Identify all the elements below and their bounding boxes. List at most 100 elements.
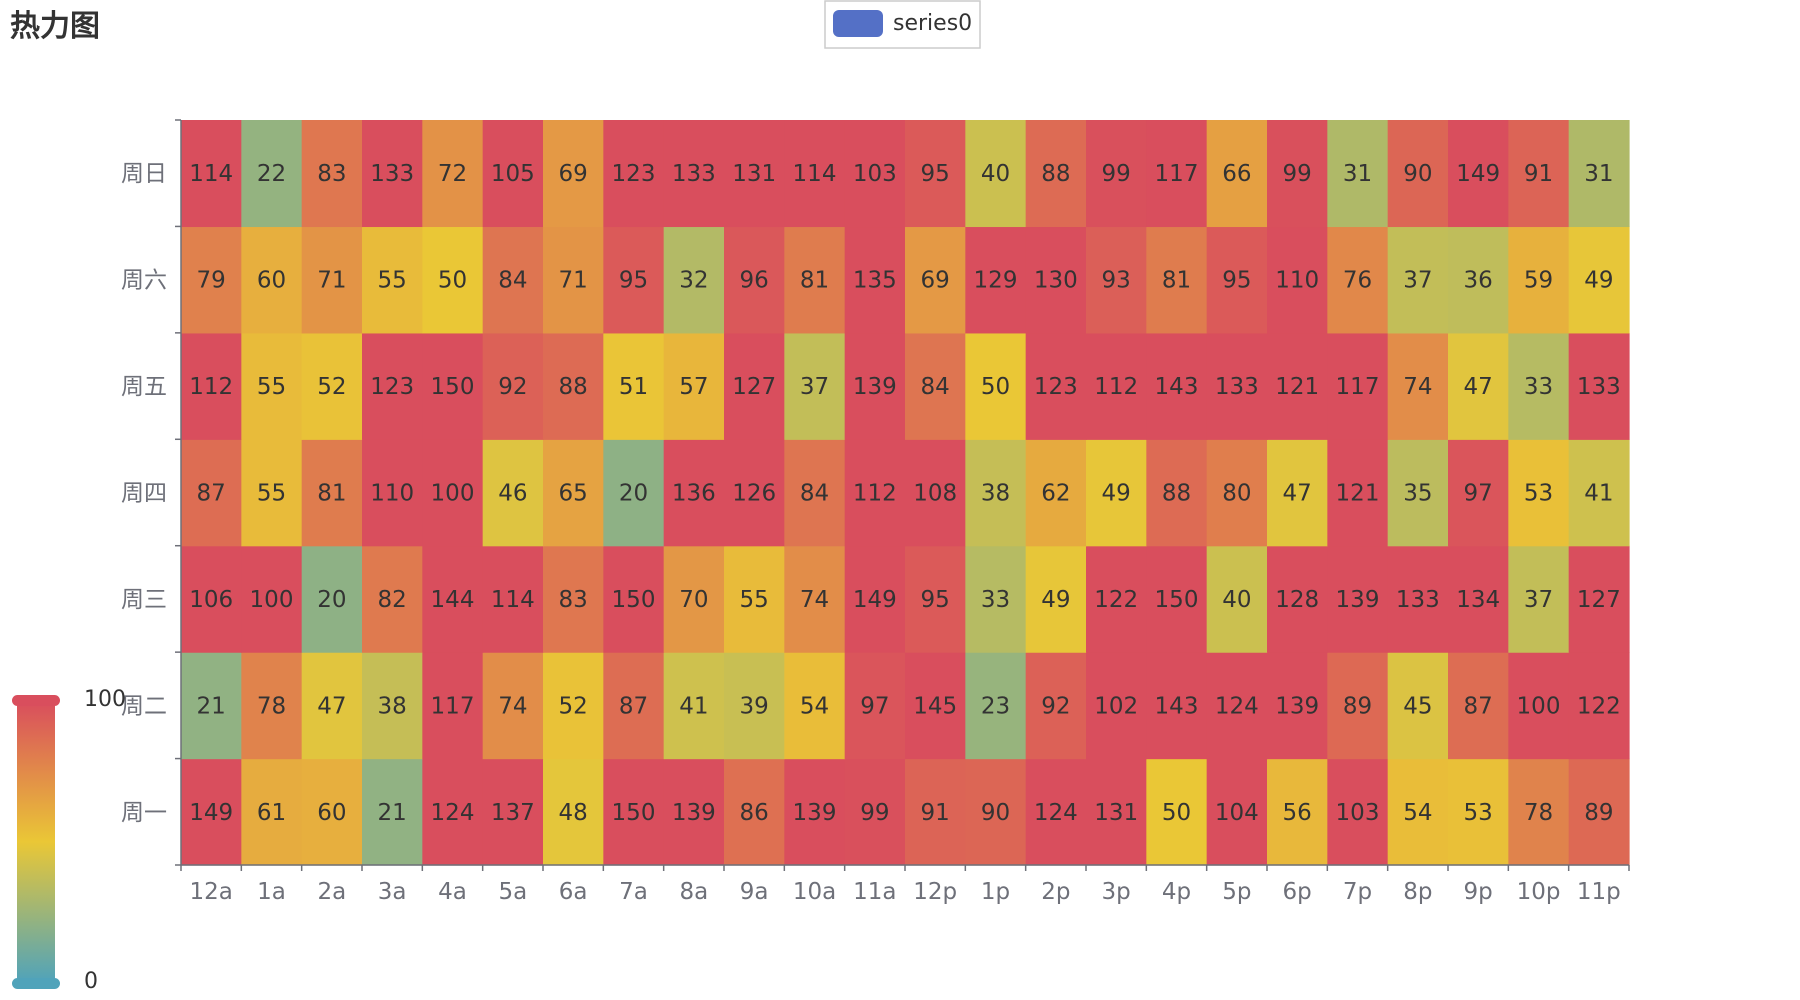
heatmap-cell[interactable] [844,120,906,228]
heatmap-cell[interactable] [1086,226,1147,334]
heatmap-cell[interactable] [844,226,906,334]
heatmap-cell[interactable] [965,545,1027,653]
heatmap-cell[interactable] [1267,226,1328,334]
heatmap-cell[interactable] [603,439,665,547]
heatmap-cell[interactable] [362,652,423,760]
heatmap-cell[interactable] [1086,545,1147,653]
heatmap-cell[interactable] [1387,226,1449,334]
heatmap-cell[interactable] [301,758,363,866]
heatmap-cell[interactable] [241,758,303,866]
heatmap-cell[interactable] [1206,120,1268,228]
heatmap-cell[interactable] [784,439,846,547]
heatmap-cell[interactable] [301,332,363,440]
heatmap-cell[interactable] [784,226,846,334]
heatmap-cell[interactable] [724,226,785,334]
heatmap-cell[interactable] [1387,332,1449,440]
heatmap-cell[interactable] [422,120,484,228]
heatmap-cell[interactable] [362,439,423,547]
heatmap-cell[interactable] [1568,226,1630,334]
heatmap-cell[interactable] [784,545,846,653]
heatmap-cell[interactable] [905,439,966,547]
heatmap-cell[interactable] [905,545,966,653]
heatmap-cell[interactable] [1146,120,1208,228]
heatmap-cell[interactable] [241,332,303,440]
heatmap-cell[interactable] [663,332,725,440]
heatmap-cell[interactable] [422,332,484,440]
heatmap-cell[interactable] [965,120,1027,228]
heatmap-cell[interactable] [362,332,423,440]
heatmap-cell[interactable] [1448,652,1509,760]
heatmap-cell[interactable] [844,652,906,760]
heatmap-cell[interactable] [724,545,785,653]
heatmap-cell[interactable] [724,652,785,760]
heatmap-cell[interactable] [905,120,966,228]
heatmap-cell[interactable] [362,120,423,228]
heatmap-cell[interactable] [543,758,604,866]
heatmap-cell[interactable] [1206,226,1268,334]
heatmap-cell[interactable] [1387,120,1449,228]
heatmap-cell[interactable] [905,332,966,440]
heatmap-cell[interactable] [482,652,544,760]
heatmap-cell[interactable] [543,545,604,653]
heatmap-cell[interactable] [241,439,303,547]
heatmap-cell[interactable] [784,758,846,866]
heatmap-cell[interactable] [181,120,242,228]
heatmap-cell[interactable] [1267,652,1328,760]
heatmap-cell[interactable] [482,545,544,653]
heatmap-cell[interactable] [905,226,966,334]
heatmap-cell[interactable] [1327,545,1389,653]
heatmap-cell[interactable] [603,758,665,866]
heatmap-cell[interactable] [422,226,484,334]
heatmap-cell[interactable] [482,332,544,440]
heatmap-cell[interactable] [1267,120,1328,228]
heatmap-cell[interactable] [1448,226,1509,334]
heatmap-cell[interactable] [844,758,906,866]
heatmap-cell[interactable] [1025,545,1087,653]
heatmap-cell[interactable] [181,545,242,653]
heatmap-cell[interactable] [181,439,242,547]
heatmap-cell[interactable] [1448,332,1509,440]
heatmap-cell[interactable] [1086,332,1147,440]
heatmap-cell[interactable] [905,652,966,760]
heatmap-cell[interactable] [784,332,846,440]
heatmap-cell[interactable] [663,226,725,334]
heatmap-cell[interactable] [181,758,242,866]
heatmap-cell[interactable] [965,652,1027,760]
heatmap-cell[interactable] [663,652,725,760]
heatmap-cell[interactable] [1448,545,1509,653]
heatmap-cell[interactable] [1508,758,1570,866]
heatmap-cell[interactable] [1267,332,1328,440]
heatmap-cell[interactable] [181,652,242,760]
heatmap-cell[interactable] [1086,652,1147,760]
heatmap-cell[interactable] [543,652,604,760]
heatmap-cell[interactable] [1327,226,1389,334]
legend[interactable]: series0 [824,0,981,49]
heatmap-cell[interactable] [1327,652,1389,760]
visual-map-handle-top[interactable] [12,695,60,706]
heatmap-cell[interactable] [1025,439,1087,547]
heatmap-cell[interactable] [1206,545,1268,653]
heatmap-cell[interactable] [1387,545,1449,653]
heatmap-cell[interactable] [1086,120,1147,228]
heatmap-cell[interactable] [1327,332,1389,440]
heatmap-cell[interactable] [1327,439,1389,547]
heatmap-cell[interactable] [482,758,544,866]
heatmap-cell[interactable] [1267,439,1328,547]
heatmap-cell[interactable] [1267,758,1328,866]
heatmap-cell[interactable] [181,332,242,440]
heatmap-cell[interactable] [1508,439,1570,547]
heatmap-cell[interactable] [784,652,846,760]
heatmap-cell[interactable] [1146,545,1208,653]
heatmap-cell[interactable] [1327,758,1389,866]
heatmap-cell[interactable] [422,545,484,653]
heatmap-cell[interactable] [663,545,725,653]
heatmap-cell[interactable] [1025,120,1087,228]
heatmap-cell[interactable] [301,226,363,334]
heatmap-cell[interactable] [1508,120,1570,228]
heatmap-cell[interactable] [241,545,303,653]
heatmap-cell[interactable] [301,120,363,228]
heatmap-cell[interactable] [1508,332,1570,440]
heatmap-cell[interactable] [1568,652,1630,760]
heatmap-cell[interactable] [844,439,906,547]
heatmap-cell[interactable] [1448,439,1509,547]
